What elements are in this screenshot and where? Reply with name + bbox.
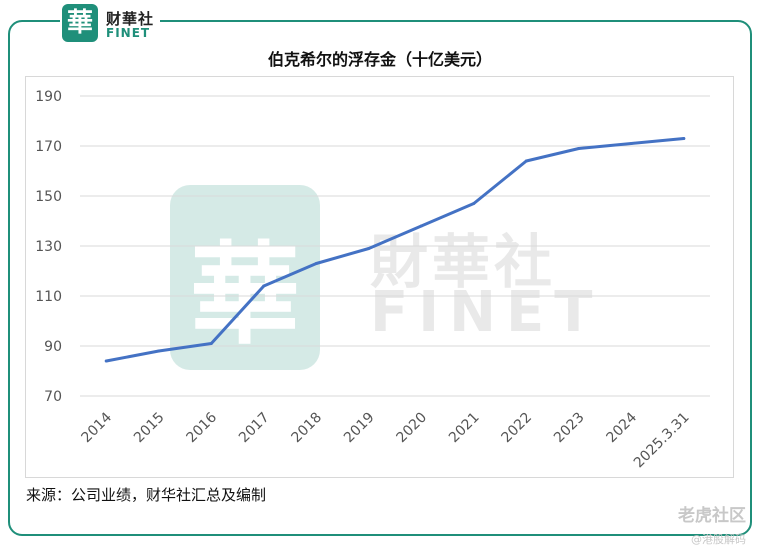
logo-mark: 華: [62, 4, 98, 42]
logo-chinese-name: 财華社: [106, 10, 155, 28]
data-point-2015: [157, 349, 161, 353]
author-watermark: @港股解码: [691, 533, 746, 546]
y-tick-label-90: 90: [44, 339, 62, 355]
x-tick-label-2025.3.31: 2025.3.31: [631, 410, 693, 472]
watermark-chinese: 財華社: [370, 228, 557, 296]
series-line-0: [104, 137, 686, 363]
watermark-seal: 華: [170, 185, 320, 370]
x-tick-label-2023: 2023: [551, 410, 588, 447]
data-point-2025.3.31: [682, 137, 686, 140]
chart-frame: [8, 20, 752, 536]
tiger-community-watermark: 老虎社区: [678, 506, 746, 526]
data-point-2018: [314, 262, 318, 265]
plot-area: [25, 76, 734, 478]
data-point-2024: [629, 142, 633, 145]
data-point-2021: [472, 202, 476, 205]
x-tick-label-2024: 2024: [604, 409, 641, 446]
data-point-2017: [262, 284, 266, 288]
y-tick-label-170: 170: [35, 139, 62, 155]
x-tick-label-2020: 2020: [394, 410, 431, 447]
x-tick-label-2021: 2021: [446, 410, 483, 447]
watermark-english: FINET: [370, 280, 603, 345]
y-tick-label-130: 130: [35, 239, 62, 255]
x-tick-label-2022: 2022: [499, 410, 536, 447]
x-tick-label-2015: 2015: [131, 410, 168, 447]
chart-title: 伯克希尔的浮存金（十亿美元）: [267, 50, 492, 69]
y-tick-label-70: 70: [44, 389, 62, 405]
data-point-2023: [577, 147, 581, 150]
finet-logo: 華 财華社 FINET: [60, 2, 160, 44]
x-tick-label-2014: 2014: [79, 409, 116, 446]
data-point-2016: [209, 342, 213, 345]
y-tick-label-190: 190: [35, 89, 62, 105]
x-tick-label-2019: 2019: [341, 410, 378, 447]
data-point-2019: [367, 247, 371, 250]
watermark-seal-char: 華: [190, 230, 300, 359]
data-point-2014: [104, 359, 108, 363]
center-watermark: 華 財華社 FINET: [170, 185, 600, 375]
x-tick-label-2018: 2018: [289, 410, 326, 447]
y-tick-label-150: 150: [35, 189, 62, 205]
data-point-2020: [419, 224, 423, 228]
source-note: 来源：公司业绩，财华社汇总及编制: [26, 486, 267, 504]
x-tick-label-2016: 2016: [184, 409, 221, 446]
x-tick-label-2017: 2017: [236, 410, 273, 447]
data-point-2022: [524, 159, 528, 163]
y-tick-label-110: 110: [35, 289, 62, 305]
logo-char: 華: [66, 8, 93, 38]
logo-english-name: FINET: [106, 26, 151, 40]
